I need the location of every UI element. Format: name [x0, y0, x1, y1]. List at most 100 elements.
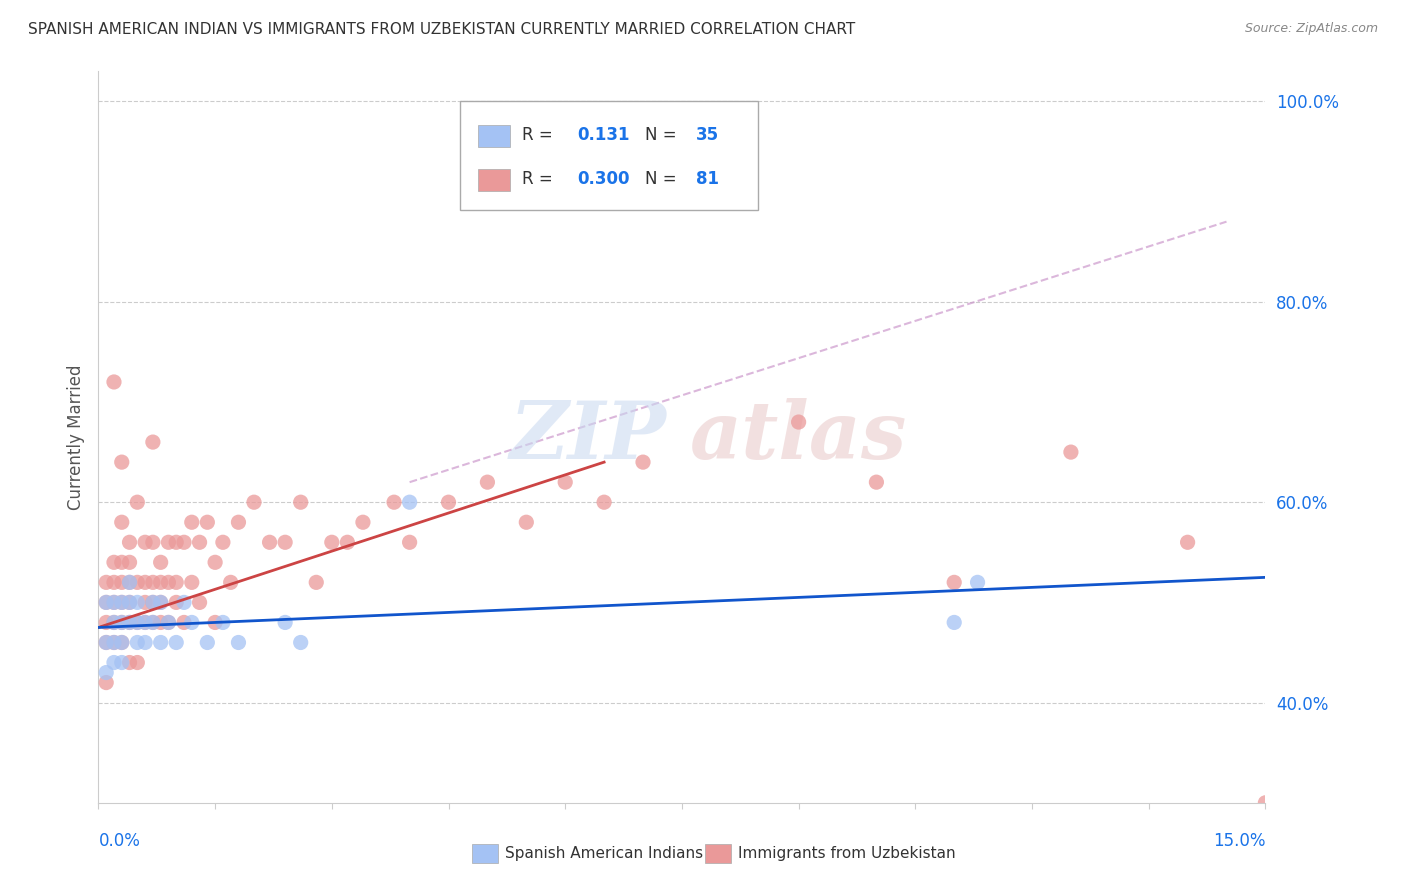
Point	[195, 635, 218, 649]
Text: ZIP: ZIP	[510, 399, 666, 475]
Point	[142, 575, 165, 590]
Point	[111, 595, 134, 609]
Point	[118, 555, 141, 569]
Point	[127, 615, 149, 630]
Point	[195, 515, 218, 529]
Point	[111, 635, 134, 649]
Text: SPANISH AMERICAN INDIAN VS IMMIGRANTS FROM UZBEKISTAN CURRENTLY MARRIED CORRELAT: SPANISH AMERICAN INDIAN VS IMMIGRANTS FR…	[28, 22, 855, 37]
Point	[103, 615, 125, 630]
Point	[103, 375, 125, 389]
Text: R =: R =	[522, 169, 553, 188]
Point	[96, 615, 118, 630]
Point	[111, 635, 134, 649]
Point	[118, 595, 141, 609]
Point	[173, 595, 195, 609]
Point	[149, 555, 172, 569]
Point	[290, 635, 312, 649]
Point	[149, 615, 172, 630]
Point	[118, 615, 141, 630]
Point	[943, 615, 966, 630]
Point	[127, 635, 149, 649]
Point	[290, 495, 312, 509]
Text: 0.300: 0.300	[576, 169, 630, 188]
Point	[103, 575, 125, 590]
FancyBboxPatch shape	[478, 125, 510, 146]
Point	[111, 555, 134, 569]
Point	[228, 635, 250, 649]
Point	[111, 656, 134, 670]
Point	[149, 595, 172, 609]
Text: 15.0%: 15.0%	[1213, 832, 1265, 850]
Point	[118, 575, 141, 590]
Point	[188, 595, 211, 609]
Point	[173, 615, 195, 630]
Point	[1254, 796, 1277, 810]
Point	[157, 615, 180, 630]
Point	[180, 515, 202, 529]
Point	[515, 515, 537, 529]
Point	[180, 575, 202, 590]
Point	[173, 535, 195, 549]
FancyBboxPatch shape	[706, 845, 731, 863]
Point	[103, 595, 125, 609]
Point	[204, 555, 226, 569]
Point	[103, 555, 125, 569]
Text: R =: R =	[522, 126, 553, 144]
Point	[157, 575, 180, 590]
Point	[111, 615, 134, 630]
Point	[134, 575, 156, 590]
Point	[142, 435, 165, 450]
Point	[96, 595, 118, 609]
Point	[111, 595, 134, 609]
Point	[593, 495, 616, 509]
Point	[149, 575, 172, 590]
Point	[142, 615, 165, 630]
Point	[134, 615, 156, 630]
Point	[103, 635, 125, 649]
Point	[134, 615, 156, 630]
Point	[127, 495, 149, 509]
Text: Immigrants from Uzbekistan: Immigrants from Uzbekistan	[738, 846, 956, 861]
Point	[398, 535, 420, 549]
Point	[134, 535, 156, 549]
Text: Spanish American Indians: Spanish American Indians	[505, 846, 703, 861]
Point	[127, 656, 149, 670]
Point	[631, 455, 654, 469]
Point	[274, 615, 297, 630]
Point	[142, 595, 165, 609]
Point	[157, 615, 180, 630]
Point	[149, 595, 172, 609]
Point	[96, 665, 118, 680]
Point	[142, 615, 165, 630]
FancyBboxPatch shape	[478, 169, 510, 191]
Point	[96, 575, 118, 590]
Point	[352, 515, 374, 529]
Point	[212, 535, 235, 549]
Point	[134, 595, 156, 609]
Text: N =: N =	[644, 169, 676, 188]
Point	[127, 575, 149, 590]
Point	[111, 455, 134, 469]
Point	[219, 575, 242, 590]
Point	[228, 515, 250, 529]
Point	[188, 535, 211, 549]
Point	[165, 575, 187, 590]
Point	[321, 535, 343, 549]
Point	[165, 595, 187, 609]
Point	[437, 495, 460, 509]
Point	[180, 615, 202, 630]
Point	[103, 615, 125, 630]
Text: 81: 81	[696, 169, 718, 188]
Point	[787, 415, 810, 429]
FancyBboxPatch shape	[460, 101, 758, 211]
Point	[165, 635, 187, 649]
Point	[398, 495, 420, 509]
Point	[103, 595, 125, 609]
Point	[127, 615, 149, 630]
FancyBboxPatch shape	[472, 845, 498, 863]
Point	[943, 575, 966, 590]
Point	[865, 475, 887, 490]
Point	[157, 535, 180, 549]
Point	[111, 515, 134, 529]
Point	[149, 635, 172, 649]
